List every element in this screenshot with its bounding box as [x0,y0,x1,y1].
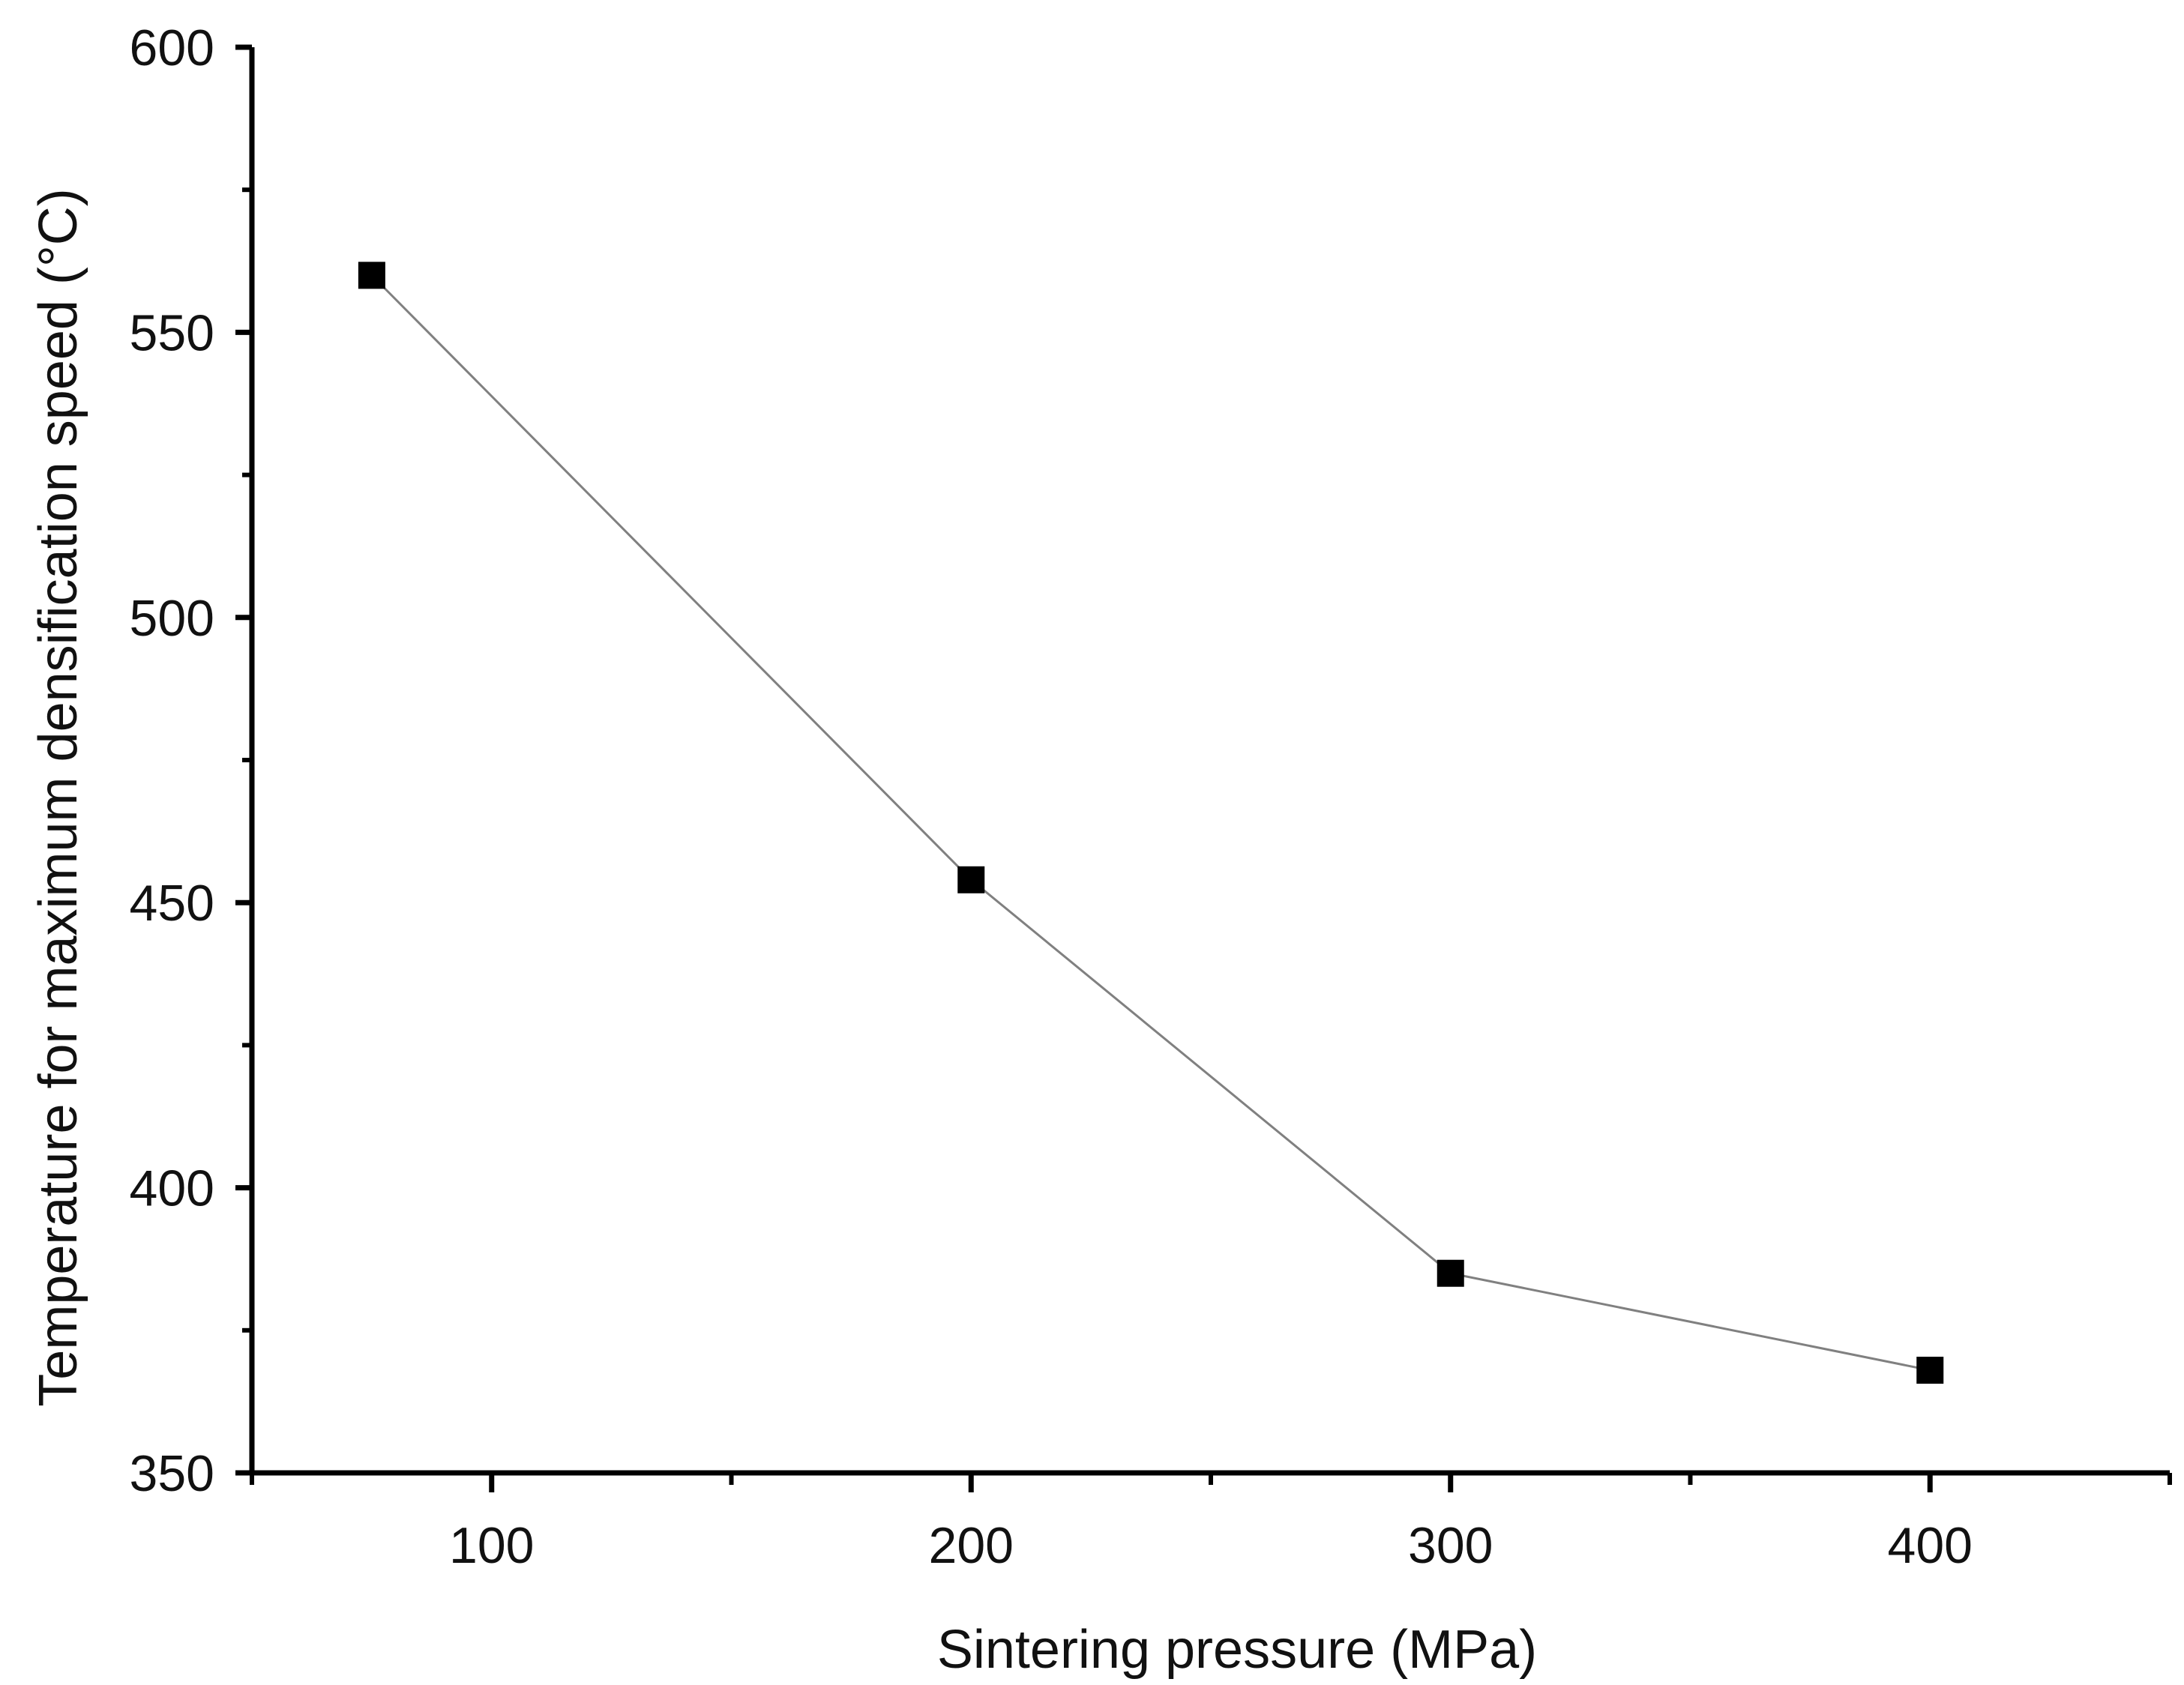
series-line [370,274,1931,1372]
x-tick-label: 300 [1408,1517,1493,1574]
x-tick-label: 400 [1888,1517,1973,1574]
x-tick-label: 200 [929,1517,1014,1574]
y-tick-label: 350 [130,1445,214,1502]
x-axis-label: Sintering pressure (MPa) [937,1620,1537,1680]
y-tick-label: 450 [130,875,214,932]
axes: 350 400 450 500 550 600 100 200 300 400 [130,19,2172,1574]
y-axis-label: Temperature for maximum densification sp… [28,188,88,1406]
data-point-marker [1916,1357,1944,1384]
data-point-marker [957,866,985,893]
y-tick-label: 500 [130,590,214,647]
data-point-marker [1437,1259,1464,1287]
data-point-marker [358,262,385,289]
x-tick-label: 100 [449,1517,534,1574]
series-layer [358,262,1944,1384]
y-tick-label: 550 [130,304,214,361]
y-tick-label: 600 [130,19,214,76]
y-tick-label: 400 [130,1160,214,1217]
